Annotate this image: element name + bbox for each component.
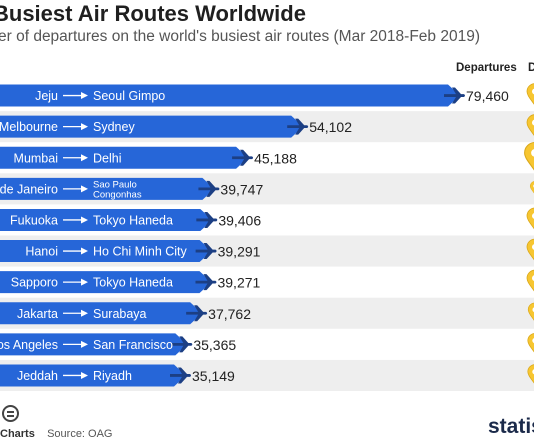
destination-label: Seoul Gimpo: [93, 89, 165, 103]
origin-label: Jeddah: [17, 369, 58, 383]
route-arrow-head: [81, 216, 88, 224]
pin-hole: [531, 149, 534, 157]
airplane-shape: [170, 367, 191, 384]
route-arrow-head: [81, 123, 88, 131]
bar: [0, 271, 212, 294]
origin-label: Fukuoka: [10, 213, 58, 227]
value-label: 45,188: [254, 150, 297, 166]
destination-label: Sao Paulo: [93, 179, 137, 190]
airplane-icon: [196, 211, 218, 228]
origin-label: os Angeles: [0, 338, 58, 352]
destination-label: Congonhas: [93, 189, 142, 200]
location-pin-icon: [526, 83, 534, 105]
pin-shape: [529, 181, 534, 194]
pin-shape: [527, 364, 534, 384]
origin-label: Jakarta: [17, 307, 58, 321]
route-arrow-head: [81, 371, 88, 379]
pin-shape: [524, 142, 534, 171]
airplane-shape: [195, 243, 217, 260]
bar: [0, 177, 215, 200]
destination-label: Tokyo Haneda: [93, 276, 173, 290]
pin-shape: [527, 302, 534, 321]
charts-label: Charts: [0, 428, 35, 440]
route-arrow-head: [81, 340, 88, 348]
value-label: 39,747: [220, 181, 263, 197]
value-label: 35,365: [193, 337, 236, 353]
airplane-shape: [444, 87, 465, 104]
bar-chart: Jeju Seoul Gimpo 79,460 Melbourne Sydney 54,1…: [0, 83, 534, 391]
origin-label: Jeju: [35, 89, 58, 103]
route-arrow-head: [81, 154, 88, 162]
origin-label: Sapporo: [11, 276, 58, 290]
second-column-header: D: [528, 62, 534, 74]
route-arrow-head: [81, 309, 88, 317]
value-label: 39,406: [218, 212, 261, 228]
pin-shape: [526, 114, 534, 136]
bar: [0, 333, 188, 356]
destination-label: Surabaya: [93, 307, 147, 321]
airplane-icon: [444, 87, 465, 104]
bar: [0, 302, 203, 325]
bar: [0, 364, 186, 387]
airplane-shape: [287, 118, 309, 135]
origin-label: Hanoi: [25, 245, 58, 259]
location-pin-icon: [527, 333, 534, 353]
value-label: 35,149: [192, 368, 235, 384]
airplane-icon: [170, 367, 191, 384]
airplane-icon: [198, 180, 220, 197]
location-pin-icon: [524, 142, 534, 171]
airplane-shape: [171, 336, 193, 353]
airplane-shape: [186, 305, 208, 322]
location-pin-icon: [526, 269, 534, 292]
route-arrow-head: [81, 278, 88, 286]
chart-subtitle: er of departures on the world's busiest …: [0, 28, 480, 45]
value-label: 39,271: [217, 275, 260, 291]
airplane-shape: [198, 180, 220, 197]
destination-label: Tokyo Haneda: [93, 213, 173, 227]
value-label: 79,460: [466, 88, 509, 104]
pin-shape: [526, 269, 534, 292]
airplane-icon: [232, 149, 254, 166]
bar: [0, 146, 249, 169]
origin-label: de Janeiro: [0, 182, 58, 196]
destination-label: Delhi: [93, 151, 122, 165]
airplane-icon: [195, 274, 217, 291]
bar: [0, 115, 304, 138]
airplane-shape: [196, 211, 218, 228]
route-arrow-head: [81, 247, 88, 255]
destination-label: Sydney: [93, 120, 135, 134]
location-pin-icon: [526, 207, 534, 230]
airplane-icon: [287, 118, 309, 135]
source-label: Source: OAG: [47, 428, 113, 440]
origin-label: Melbourne: [0, 120, 58, 134]
departures-column-header: Departures: [456, 62, 517, 74]
statista-logo[interactable]: statis: [488, 415, 534, 438]
pin-shape: [526, 207, 534, 230]
value-label: 54,102: [309, 119, 352, 135]
route-arrow-head: [81, 185, 88, 193]
pin-shape: [526, 238, 534, 261]
airplane-shape: [195, 274, 217, 291]
destination-label: Ho Chi Minh City: [93, 245, 188, 259]
value-label: 39,291: [218, 244, 261, 260]
footer-source: Charts Source: OAG: [0, 428, 113, 440]
pin-shape: [527, 333, 534, 353]
destination-label: San Francisco: [93, 338, 173, 352]
statista-charts-icon: [2, 405, 19, 422]
pin-shape: [526, 83, 534, 105]
chart-title: Busiest Air Routes Worldwide: [0, 1, 306, 26]
bar: [0, 84, 460, 107]
origin-label: Mumbai: [14, 151, 58, 165]
route-arrow-head: [81, 92, 88, 100]
airplane-icon: [195, 243, 217, 260]
airplane-icon: [186, 305, 208, 322]
airplane-icon: [171, 336, 193, 353]
airplane-shape: [232, 149, 254, 166]
bar: [0, 240, 212, 263]
bar: [0, 208, 213, 231]
destination-label: Riyadh: [93, 369, 132, 383]
value-label: 37,762: [208, 306, 251, 322]
